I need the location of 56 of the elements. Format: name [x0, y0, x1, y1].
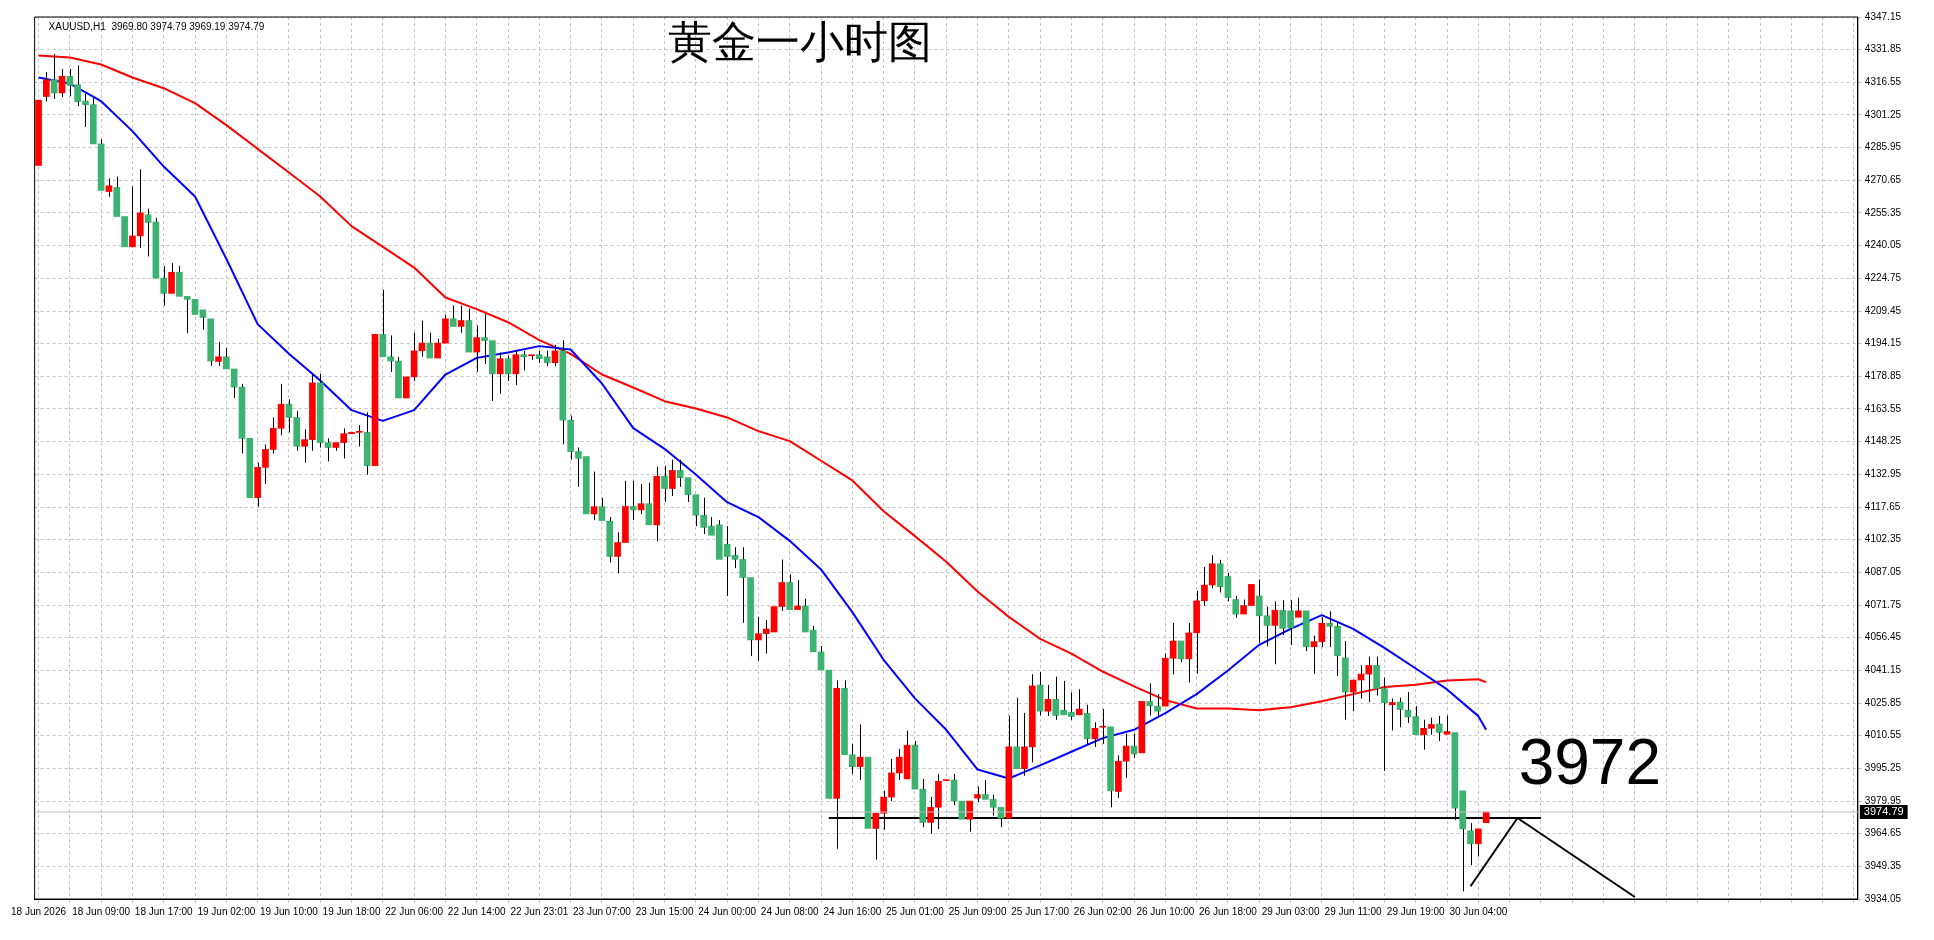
y-tick-label: 3949.35 — [1864, 860, 1902, 872]
x-tick-label: 30 Jun 04:00 — [1449, 905, 1508, 917]
x-tick-label: 29 Jun 11:00 — [1324, 905, 1383, 917]
y-tick-label: 4224.75 — [1864, 272, 1902, 284]
y-tick-label: 4240.05 — [1864, 239, 1902, 251]
x-tick-label: 24 Jun 08:00 — [760, 905, 820, 917]
chart-title: 黄金一小时图 — [668, 17, 933, 67]
x-tick-label: 22 Jun 06:00 — [385, 905, 444, 917]
y-tick-label: 4102.35 — [1864, 533, 1902, 545]
y-tick-label: 4285.95 — [1864, 141, 1902, 153]
x-tick-label: 26 Jun 10:00 — [1136, 905, 1195, 917]
y-tick-label: 4347.15 — [1864, 10, 1902, 22]
x-tick-label: 24 Jun 16:00 — [823, 905, 882, 917]
x-tick-label: 18 Jun 17:00 — [134, 905, 194, 917]
x-tick-label: 22 Jun 23:01 — [510, 905, 569, 917]
y-tick-label: 4255.35 — [1864, 206, 1902, 218]
y-tick-label: 4025.85 — [1864, 696, 1902, 708]
y-tick-label: 4071.75 — [1864, 598, 1902, 610]
x-tick-label: 25 Jun 17:00 — [1011, 905, 1070, 917]
y-tick-label: 4331.85 — [1864, 43, 1902, 55]
y-tick-label: 4132.95 — [1864, 468, 1902, 480]
y-tick-label: 4209.45 — [1864, 304, 1902, 316]
y-tick-label: 3934.05 — [1864, 892, 1902, 904]
y-tick-label: 4316.55 — [1864, 76, 1902, 88]
y-tick-label: 4194.15 — [1864, 337, 1902, 349]
x-tick-label: 25 Jun 09:00 — [948, 905, 1007, 917]
ref-line-label: 3974.79 — [1863, 805, 1904, 818]
x-tick-label: 29 Jun 19:00 — [1386, 905, 1446, 917]
y-tick-label: 4117.65 — [1864, 500, 1901, 512]
y-tick-label: 3995.25 — [1864, 762, 1902, 774]
y-tick-label: 4301.25 — [1864, 108, 1902, 120]
x-tick-label: 29 Jun 03:00 — [1261, 905, 1320, 917]
annotation: XAUUSD,H1 3969.80 3974.79 3969.19 3974.79 — [48, 20, 265, 32]
y-tick-label: 4041.15 — [1864, 664, 1902, 676]
y-tick-label: 4056.45 — [1864, 631, 1902, 643]
y-tick-label: 4087.05 — [1864, 566, 1902, 578]
x-tick-label: 18 Jun 09:00 — [72, 905, 131, 917]
x-tick-label: 23 Jun 07:00 — [573, 905, 632, 917]
x-tick-label: 24 Jun 00:00 — [698, 905, 757, 917]
annotation: 3972 — [1518, 726, 1662, 799]
x-tick-label: 26 Jun 02:00 — [1073, 905, 1133, 917]
y-tick-label: 4270.65 — [1864, 174, 1902, 186]
x-tick-label: 19 Jun 02:00 — [197, 905, 256, 917]
y-tick-label: 4178.85 — [1864, 370, 1902, 382]
x-tick-label: 23 Jun 15:00 — [635, 905, 694, 917]
y-tick-label: 4163.55 — [1864, 402, 1902, 414]
x-tick-label: 22 Jun 14:00 — [447, 905, 507, 917]
y-tick-label: 4010.55 — [1864, 729, 1902, 741]
x-tick-label: 19 Jun 10:00 — [260, 905, 319, 917]
x-tick-label: 18 Jun 2026 — [11, 905, 67, 917]
y-tick-label: 4148.25 — [1864, 435, 1902, 447]
x-tick-label: 25 Jun 01:00 — [886, 905, 945, 917]
y-tick-label: 3964.65 — [1864, 827, 1902, 839]
x-tick-label: 26 Jun 18:00 — [1199, 905, 1258, 917]
y-tick-label: 3979.95 — [1864, 794, 1902, 806]
x-tick-label: 19 Jun 18:00 — [322, 905, 381, 917]
